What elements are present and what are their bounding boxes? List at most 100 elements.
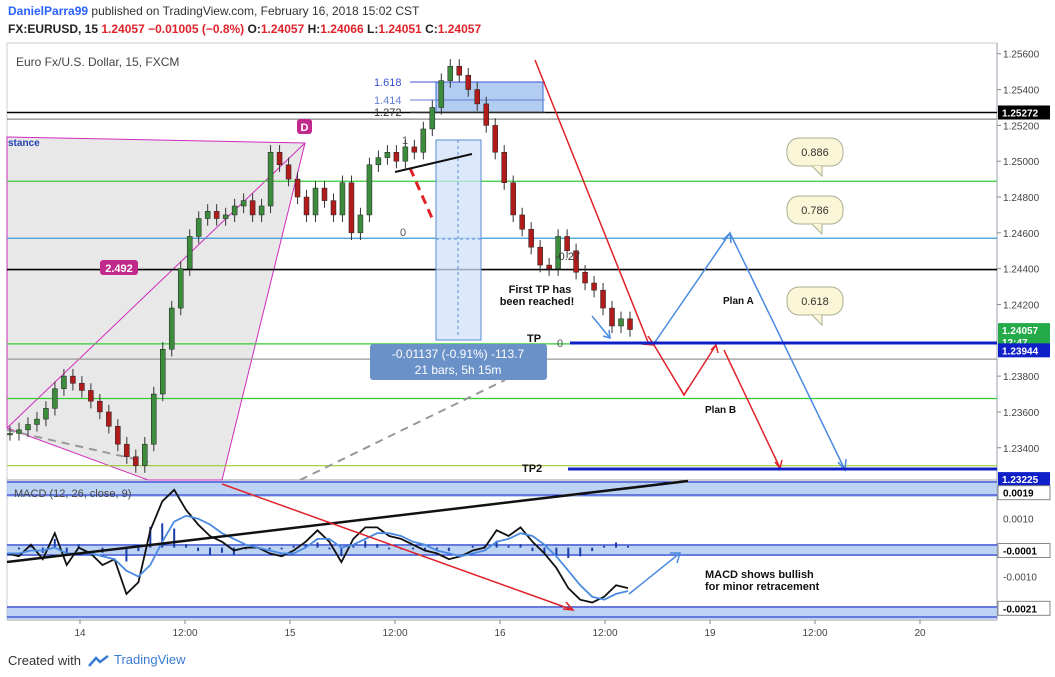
candle-body [303,196,310,216]
pattern-ratio-badge [100,260,138,275]
plan-b-path-2 [723,349,781,469]
price-axis-ticks: 1.25600 1.25400 1.25200 1.25000 1.24800 1.246… [997,50,1040,455]
abcd-dashed-leg [408,167,434,219]
candle-body [285,164,292,180]
candle-body [501,152,507,183]
macd-bullish-arrow [628,552,682,595]
candle-body [160,349,166,395]
high-value: 1.24066 [320,22,364,36]
time-tick-label: 12:00 [802,628,827,639]
triangle-line [394,153,473,173]
last-price: 1.24057 [101,22,145,36]
close-value: 1.24057 [437,22,482,36]
time-tick-label: 16 [494,628,506,639]
candle-body [222,214,229,219]
candle-body [546,264,552,269]
candle-body [195,218,202,237]
price-tick-label: 1.23600 [1003,408,1040,419]
candle-body [519,214,525,230]
candle-body [357,214,364,234]
dashed-trend-right [299,379,506,481]
macd-tag-bg [997,600,1051,616]
created-with-label: Created with [8,653,81,668]
candle-body [34,418,40,425]
price-tick-label: 1.24600 [1003,229,1040,240]
candle-body [474,89,480,105]
candle-body [528,229,534,248]
macd-axis-tags: 0.0019 -0.0001 -0.0021 [997,485,1051,616]
price-tag-bg [998,105,1050,120]
candle-body [106,411,112,427]
candle-body [168,307,175,350]
price-tick-label: 1.25200 [1003,121,1040,132]
tradingview-link[interactable]: TradingView [88,652,186,667]
candle-body [133,456,139,466]
fib-1414-label: 1.414 [374,95,402,107]
candle-body [483,103,489,126]
plan-b-arrowheads [641,335,783,470]
fib-0b-label: 0 [557,338,563,350]
price-tick-label: 1.24400 [1003,265,1040,276]
time-tick-label: 14 [74,628,86,639]
candle-body [564,236,570,252]
red-projection-line [534,59,649,343]
candle-body [393,152,400,162]
candle-body [16,429,22,434]
fib-0-label: 0 [400,227,406,239]
time-tick-label: 12:00 [172,628,197,639]
candle-body [52,388,58,409]
price-tag-bg [998,323,1050,338]
candle-body [600,289,606,309]
macd-tag-label: 0.0019 [1003,489,1034,500]
fib-1618-label: 1.618 [374,77,402,89]
trading-chart[interactable]: 1.618 1.414 1.272 1 0 2.492 D stance Eur… [0,40,1055,644]
time-tick-label: 12:00 [382,628,407,639]
candle-body [177,268,184,309]
time-tick-label: 15 [284,628,296,639]
candle-body [609,307,615,327]
candle-body [25,424,31,431]
fib-extension-box [435,81,544,113]
candle-body [321,187,328,201]
macd-tick-label: 0.0010 [1003,515,1034,526]
price-tick-label: 1.23400 [1003,444,1040,455]
candle-body [438,80,445,108]
signal-line [7,514,629,601]
candle-body [204,211,211,219]
price-tick-label: 1.24800 [1003,193,1040,204]
svg-text:0.786: 0.786 [801,205,829,217]
candle-body [402,146,409,162]
macd-tag-bg [997,485,1051,501]
point-d-label: D [301,122,309,134]
open-label: O: [247,22,261,36]
measure-tooltip: -0.01137 (-0.91%) -113.7 21 bars, 5h 15m [370,344,547,380]
svg-text:0.618: 0.618 [801,296,829,308]
candle-body [70,375,76,384]
tp-label: TP [527,333,541,345]
candle-body [7,433,13,436]
candle-body [411,146,418,153]
pattern-leg [6,142,306,429]
price-tag-label: 1.23944 [1002,346,1039,357]
price-change: −0.01005 (−0.8%) [148,22,245,36]
price-tag-label: 1.23225 [1002,475,1039,486]
bubble-886: 0.886 [786,137,844,178]
candle-body [618,318,624,327]
svg-text:-0.01137 (-0.91%) -113.7: -0.01137 (-0.91%) -113.7 [392,347,525,361]
point-d-badge [297,119,312,134]
header-bar: DanielParra99 published on TradingView.c… [0,0,1055,40]
candle-body [61,375,67,389]
candle-body [258,205,265,216]
distance-label: stance [8,138,40,149]
low-label: L: [367,22,379,36]
candle-body [312,187,319,216]
author-link[interactable]: DanielParra99 [8,4,89,18]
candle-body [249,200,256,216]
published-text: published on TradingView.com, February 1… [88,4,420,18]
fib-1272-label: 1.272 [374,107,402,119]
macd-trendline [6,479,689,564]
candle-body [276,152,283,166]
low-value: 1.24051 [378,22,422,36]
candle-body [456,66,463,76]
